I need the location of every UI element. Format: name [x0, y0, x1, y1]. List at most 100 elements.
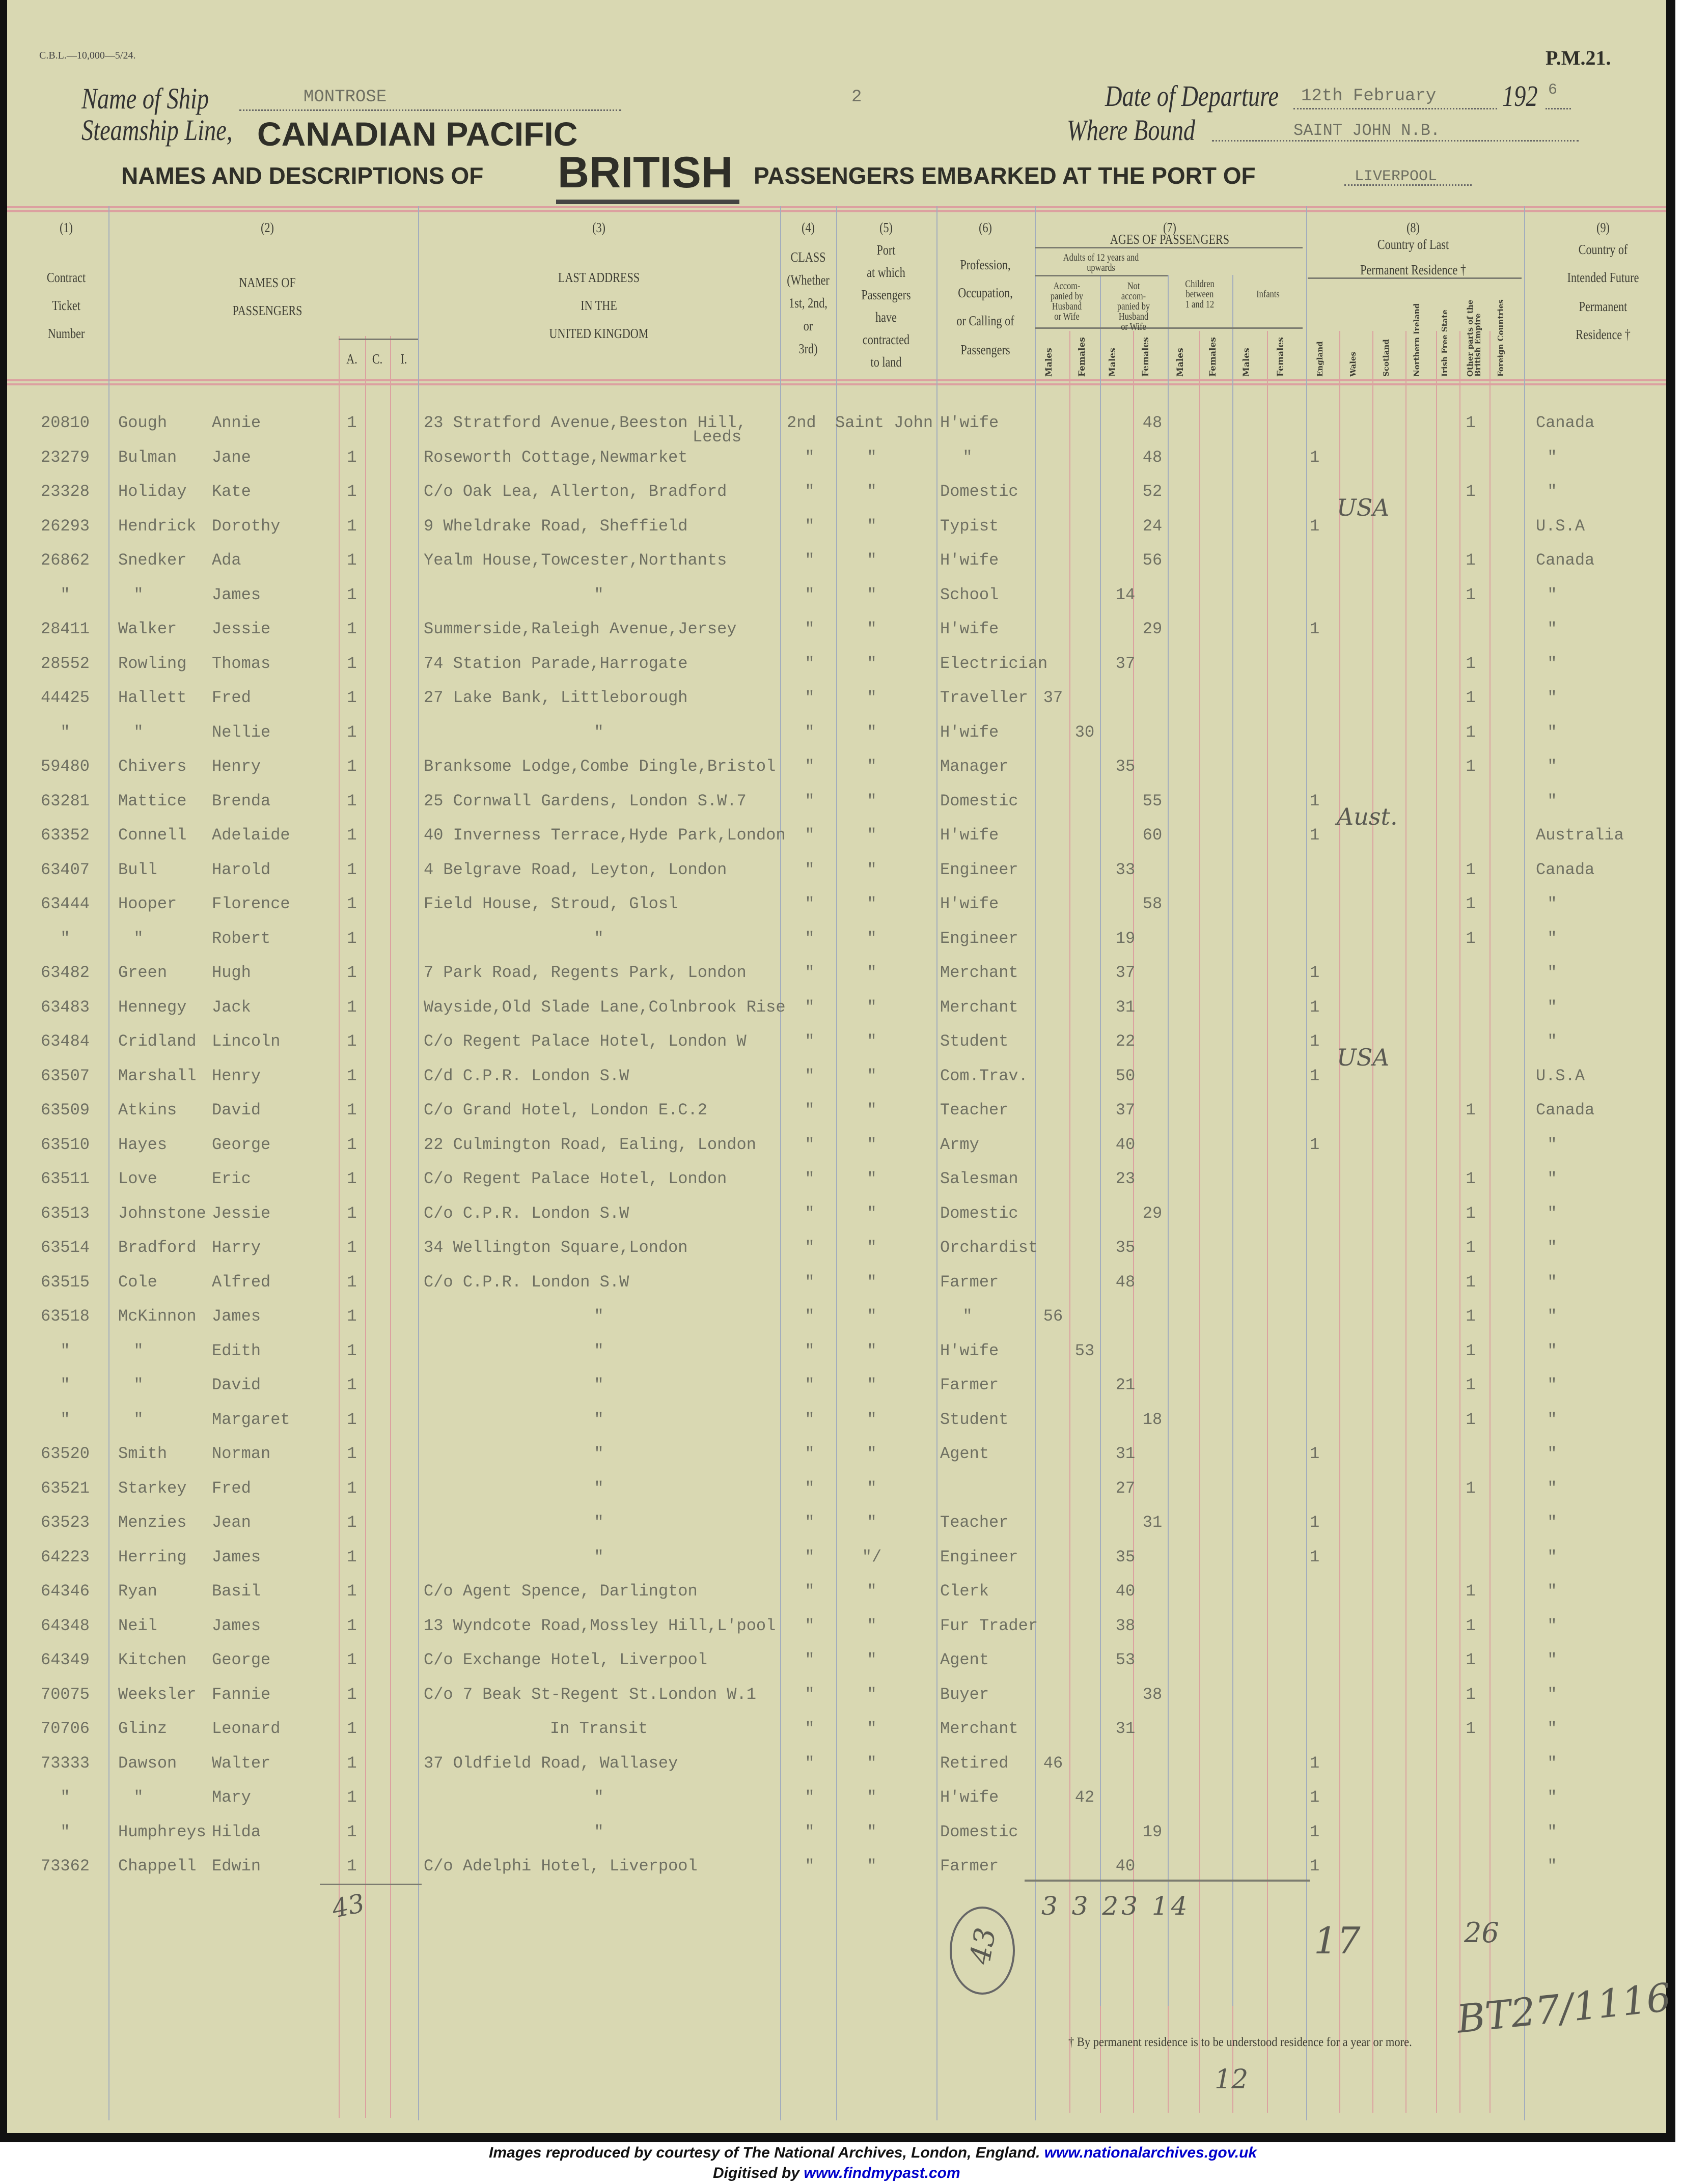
intended-residence: Canada	[1536, 413, 1595, 432]
intended-residence: "	[1547, 1169, 1557, 1188]
port-of-landing: "	[867, 1753, 877, 1773]
ticket-number: 64223	[40, 1547, 90, 1566]
table-row	[7, 1510, 1666, 1545]
age: 31	[1115, 1719, 1136, 1738]
column-number: (5)	[879, 220, 893, 235]
class: "	[805, 1203, 815, 1223]
ticket-number: "	[60, 585, 70, 604]
intended-residence: "	[1547, 1685, 1557, 1704]
adult-count: 1	[347, 1032, 357, 1051]
national-archives-link[interactable]: www.nationalarchives.gov.uk	[1044, 2144, 1257, 2161]
intended-residence: "	[1547, 1547, 1557, 1566]
british-underline	[556, 200, 739, 204]
findmypast-link[interactable]: www.findmypast.com	[804, 2165, 960, 2181]
port-of-landing: "	[867, 1788, 877, 1807]
class: "	[805, 1032, 815, 1051]
surname: Hendrick	[118, 516, 197, 536]
column-heading: contracted	[862, 332, 910, 347]
age: 35	[1115, 1547, 1136, 1566]
profession: Student	[940, 1032, 1009, 1051]
country-other-empire-mark: 1	[1466, 722, 1476, 742]
class: "	[805, 963, 815, 982]
profession: Com.Trav.	[940, 1066, 1028, 1085]
country-other-empire-mark: 1	[1466, 929, 1476, 948]
ticket-number: 26293	[40, 516, 90, 536]
country-england-mark: 1	[1310, 1547, 1320, 1566]
given-name: George	[212, 1650, 271, 1669]
page-number: 12	[1215, 2064, 1249, 2095]
country-other-empire-mark: 1	[1466, 482, 1476, 501]
port-of-landing: "	[867, 757, 877, 776]
bound-value: SAINT JOHN N.B.	[1293, 121, 1441, 140]
adult-count: 1	[347, 1582, 357, 1601]
last-address: 34 Wellington Square,London	[424, 1238, 688, 1257]
intended-residence: "	[1547, 447, 1557, 467]
year-underline	[1546, 108, 1571, 109]
surname: Cole	[118, 1272, 157, 1292]
intended-residence: "	[1547, 1753, 1557, 1773]
profession: H'wife	[940, 620, 999, 638]
given-name: Kate	[212, 482, 251, 501]
ticket-number: 63523	[40, 1513, 90, 1532]
ticket-number: 63352	[40, 826, 90, 845]
sex-heading: Males	[1175, 348, 1185, 377]
port-of-landing: "	[867, 1341, 877, 1360]
manifest-page	[0, 0, 1675, 2136]
intended-residence: "	[1547, 1272, 1557, 1292]
form-number: P.M.21.	[1546, 46, 1611, 69]
country-other-empire-mark: 1	[1466, 413, 1476, 432]
port-of-landing: "	[867, 1478, 877, 1498]
given-name: Thomas	[212, 654, 271, 673]
title-part2: PASSENGERS EMBARKED AT THE PORT OF	[754, 162, 1256, 189]
class: "	[805, 1616, 815, 1635]
ticket-number: "	[60, 722, 70, 742]
age: 38	[1115, 1616, 1136, 1635]
given-name: Lincoln	[212, 1032, 281, 1051]
country-england-mark: 1	[1310, 620, 1320, 638]
port-of-landing: "	[867, 1066, 877, 1085]
intended-residence: U.S.A	[1536, 1066, 1585, 1085]
last-address: 23 Stratford Avenue,Beeston Hill,	[424, 413, 747, 432]
surname: Johnstone	[118, 1203, 206, 1223]
age: 31	[1142, 1513, 1163, 1532]
country-england-mark: 1	[1310, 1513, 1320, 1532]
country-other-empire-mark: 1	[1466, 1203, 1476, 1223]
sex-heading: Females	[1077, 337, 1087, 377]
adult-count: 1	[347, 826, 357, 845]
age: 46	[1043, 1753, 1063, 1773]
profession: Domestic	[940, 1203, 1018, 1223]
given-name: Leonard	[212, 1719, 281, 1738]
column-heading: (Whether	[787, 272, 830, 288]
country-other-empire-mark: 1	[1466, 654, 1476, 673]
country-heading: Foreign Countries	[1496, 299, 1505, 377]
country-last-heading: Permanent Residence †	[1360, 262, 1466, 277]
profession: Merchant	[940, 1719, 1018, 1738]
column-heading: to land	[870, 354, 902, 370]
ticket-number: 63513	[40, 1203, 90, 1223]
given-name: Eric	[212, 1169, 251, 1188]
country-heading: England	[1315, 341, 1325, 377]
class: 2nd	[787, 413, 816, 432]
intended-residence: "	[1547, 1203, 1557, 1223]
adult-count: 1	[347, 894, 357, 913]
not-accompanied-heading: Not accom-panied by Husband or Wife	[1117, 281, 1150, 332]
class: "	[805, 1753, 815, 1773]
profession: Fur Trader	[940, 1616, 1038, 1635]
given-name: Jessie	[212, 1203, 271, 1223]
departure-underline	[1293, 108, 1497, 109]
given-name: Fred	[212, 1478, 251, 1498]
column-heading: Ticket	[52, 298, 80, 313]
given-name: Ada	[212, 551, 241, 570]
intended-residence: "	[1547, 722, 1557, 742]
port-of-landing: "	[867, 516, 877, 536]
country-england-mark: 1	[1310, 1444, 1320, 1463]
subcolumn-divider	[1459, 331, 1460, 2113]
port-of-landing: "	[867, 791, 877, 810]
port-of-landing: "	[867, 551, 877, 570]
last-address: Summerside,Raleigh Avenue,Jersey	[424, 620, 737, 638]
column-heading: Residence †	[1576, 327, 1631, 342]
profession: Farmer	[940, 1376, 999, 1394]
last-address: C/o 7 Beak St-Regent St.London W.1	[424, 1685, 756, 1704]
column-divider	[936, 206, 937, 2120]
class: "	[805, 1788, 815, 1807]
